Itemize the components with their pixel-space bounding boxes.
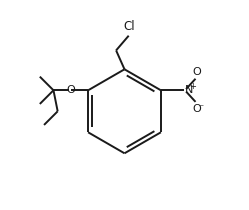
Text: O: O <box>66 85 75 95</box>
Text: Cl: Cl <box>123 20 134 33</box>
Text: N: N <box>185 85 193 95</box>
Text: O: O <box>192 67 201 77</box>
Text: +: + <box>189 83 196 91</box>
Text: ⁻: ⁻ <box>198 104 203 114</box>
Text: O: O <box>192 104 201 114</box>
